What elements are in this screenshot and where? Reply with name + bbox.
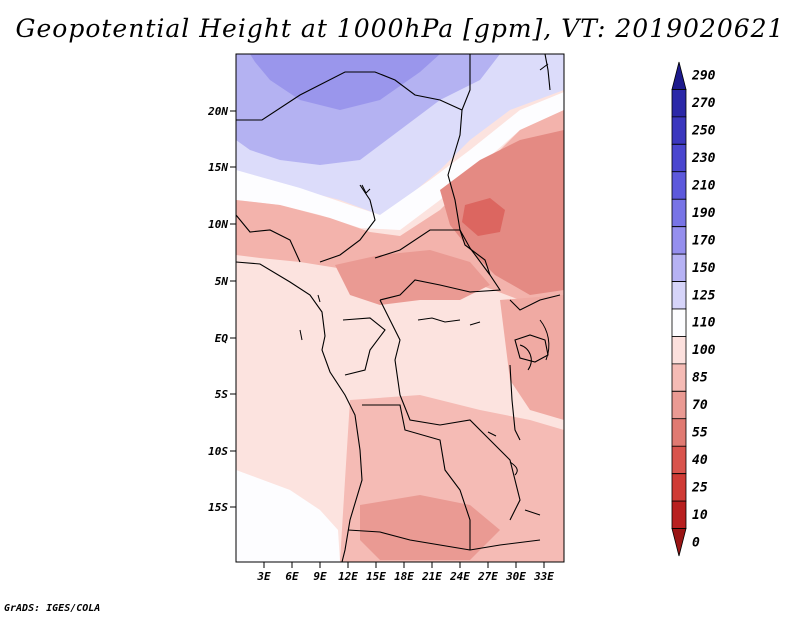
colorbar-label: 290 — [691, 69, 716, 84]
lon-label-6e: 6E — [285, 570, 299, 583]
colorbar-label: 270 — [691, 96, 716, 111]
lon-label-27e: 27E — [477, 570, 498, 583]
colorbar-segment — [671, 198, 687, 228]
border-congo — [342, 317, 386, 376]
colorbar-label: 190 — [692, 206, 716, 221]
colorbar-segment — [671, 281, 687, 310]
field-red-east — [500, 295, 564, 420]
colorbar-label: 0 — [692, 535, 700, 550]
border-chad-sudan — [447, 109, 491, 276]
colorbar-segment — [671, 308, 687, 337]
colorbar: 2902702502302101901701501251101008570554… — [671, 61, 716, 557]
colorbar-label: 150 — [692, 261, 716, 276]
chart-title: Geopotential Height at 1000hPa [gpm], VT… — [15, 14, 785, 43]
map-frame — [235, 53, 565, 563]
lat-label-eq: EQ — [215, 332, 229, 345]
colorbar-label: 125 — [692, 288, 716, 303]
longitude-axis: 3E 6E 9E 12E 15E 18E 21E 24E 27E 30E 33E — [256, 562, 554, 583]
colorbar-segment — [671, 528, 687, 557]
colorbar-segment — [671, 473, 687, 502]
colorbar-segment — [671, 143, 687, 173]
coastline-east-red-sea — [544, 54, 551, 91]
field-red-southern-core — [360, 495, 500, 560]
lon-label-15e: 15E — [366, 570, 386, 583]
lon-label-21e: 21E — [421, 570, 442, 583]
lat-label-5s: 5S — [215, 388, 229, 401]
colorbar-label: 70 — [692, 398, 708, 413]
lon-label-30e: 30E — [505, 570, 526, 583]
border-car — [374, 229, 501, 301]
lon-label-3e: 3E — [256, 570, 271, 583]
colorbar-segment — [671, 500, 687, 529]
colorbar-segment — [671, 445, 687, 475]
colorbar-label: 25 — [691, 480, 708, 495]
lat-label-10s: 10S — [208, 445, 228, 458]
colorbar-label: 230 — [691, 151, 716, 166]
map-panel — [236, 54, 564, 562]
lon-label-18e: 18E — [394, 570, 414, 583]
colorbar-label: 85 — [692, 371, 708, 386]
lat-label-5n: 5N — [215, 275, 229, 288]
map-detail-lines — [299, 63, 550, 516]
field-white-band — [236, 92, 564, 230]
border-drc — [379, 299, 521, 521]
grads-credit: GrADS: IGES/COLA — [4, 603, 101, 614]
colorbar-label: 210 — [691, 179, 716, 194]
colorbar-label: 55 — [692, 426, 708, 441]
colorbar-label: 250 — [691, 124, 716, 139]
colorbar-label: 170 — [692, 233, 716, 248]
colorbar-segment — [671, 418, 687, 447]
colorbar-segment — [671, 116, 687, 145]
colorbar-segment — [671, 226, 687, 255]
lat-label-15s: 15S — [208, 501, 228, 514]
colorbar-segment — [671, 61, 687, 90]
border-nigeria-chad — [319, 184, 376, 263]
colorbar-label: 40 — [692, 453, 708, 468]
colorbar-label: 100 — [692, 343, 716, 358]
border-south — [347, 529, 541, 551]
field-red-car — [335, 250, 490, 305]
lon-label-9e: 9E — [313, 570, 327, 583]
lat-label-10n: 10N — [208, 218, 228, 231]
coastline-west — [236, 261, 363, 562]
colorbar-segment — [671, 253, 687, 282]
colorbar-segment — [671, 171, 687, 200]
lake-tanganyika — [509, 364, 521, 441]
colorbar-label: 110 — [692, 316, 716, 331]
colorbar-segment — [671, 89, 687, 118]
colorbar-segment — [671, 390, 687, 420]
lon-label-33e: 33E — [533, 570, 554, 583]
colorbar-segment — [671, 336, 687, 365]
lon-label-12e: 12E — [338, 570, 358, 583]
lat-label-20n: 20N — [207, 105, 228, 118]
country-borders — [236, 54, 561, 562]
border-east — [509, 294, 561, 311]
border-northern — [236, 54, 471, 121]
colorbar-label: 10 — [692, 508, 708, 523]
colorbar-segment — [671, 363, 687, 392]
border-angola — [362, 404, 471, 550]
border-west-africa — [236, 214, 301, 263]
lon-label-24e: 24E — [449, 570, 470, 583]
field-red-sudan-core — [462, 198, 505, 236]
field-white-southwest — [236, 470, 340, 562]
latitude-axis: 20N 15N 10N 5N EQ 5S 10S 15S — [207, 105, 236, 514]
lat-label-15n: 15N — [208, 161, 228, 174]
